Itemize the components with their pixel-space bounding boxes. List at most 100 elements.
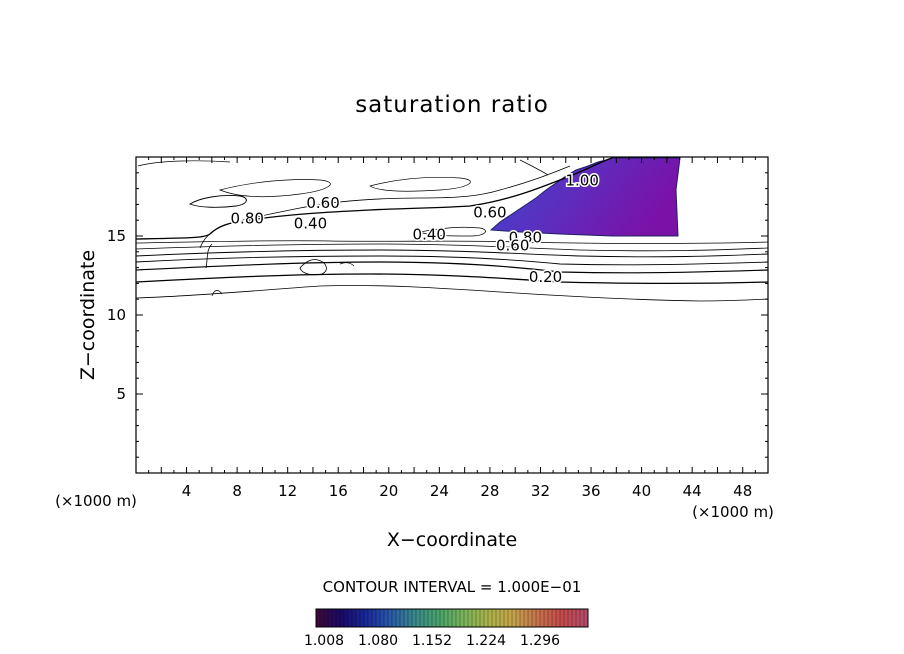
contour-labels: 0.800.600.400.400.600.800.600.201.00	[229, 170, 600, 287]
colorbar-swatch	[352, 609, 357, 627]
colorbar-swatch	[580, 609, 585, 627]
colorbar-swatch	[544, 609, 549, 627]
colorbar-swatch	[452, 609, 457, 627]
colorbar-swatch	[416, 609, 421, 627]
colorbar-swatch	[480, 609, 485, 627]
colorbar-swatch	[476, 609, 481, 627]
y-tick-label: 10	[107, 306, 126, 324]
colorbar-swatch	[328, 609, 333, 627]
contour-interval-text: CONTOUR INTERVAL = 1.000E−01	[323, 578, 582, 596]
y-tick-label: 5	[116, 385, 126, 403]
colorbar-swatch	[500, 609, 505, 627]
colorbar-swatch	[508, 609, 513, 627]
colorbar-swatch	[492, 609, 497, 627]
colorbar-swatch	[324, 609, 329, 627]
contour-label: 0.60	[306, 194, 339, 212]
colorbar-swatch	[356, 609, 361, 627]
colorbar-swatch	[380, 609, 385, 627]
y-axis-label: Z−coordinate	[77, 250, 99, 380]
y-ticks: 5 10 15	[107, 172, 768, 458]
colorbar-swatch	[584, 609, 589, 627]
colorbar-swatch	[448, 609, 453, 627]
contour-label: 0.60	[496, 236, 529, 254]
colorbar-swatch	[320, 609, 325, 627]
colorbar-swatch	[344, 609, 349, 627]
x-axis-label: X−coordinate	[387, 529, 517, 551]
x-tick-label: 24	[430, 482, 449, 500]
colorbar-swatch	[516, 609, 521, 627]
x-unit-label-left: (×1000 m)	[55, 492, 137, 510]
colorbar-swatch	[420, 609, 425, 627]
colorbar-tick-label: 1.080	[358, 633, 398, 649]
colorbar-tick-labels: 1.008 1.080 1.152 1.224 1.296	[304, 633, 560, 649]
colorbar-swatch	[556, 609, 561, 627]
x-ticks: 4 8 12 16 20 24 28 32 36 40 44 48	[148, 157, 756, 500]
colorbar-swatch	[316, 609, 321, 627]
contour-label: 0.40	[413, 225, 446, 243]
colorbar-swatch	[444, 609, 449, 627]
chart-title: saturation ratio	[355, 92, 549, 118]
colorbar-swatch	[548, 609, 553, 627]
colorbar-swatch	[464, 609, 469, 627]
colorbar-swatch	[512, 609, 517, 627]
colorbar-swatch	[396, 609, 401, 627]
colorbar-swatch	[552, 609, 557, 627]
contour-label: 0.80	[231, 210, 264, 228]
colorbar-tick-label: 1.296	[520, 633, 560, 649]
x-unit-label-right: (×1000 m)	[692, 503, 774, 521]
colorbar-swatch	[536, 609, 541, 627]
contour-label: 0.40	[294, 214, 327, 232]
colorbar-swatch	[400, 609, 405, 627]
colorbar-swatch	[560, 609, 565, 627]
colorbar-swatch	[384, 609, 389, 627]
colorbar-swatch	[336, 609, 341, 627]
contour-label: 0.20	[529, 268, 562, 286]
colorbar-tick-label: 1.224	[466, 633, 506, 649]
colorbar-swatch	[360, 609, 365, 627]
colorbar-tick-label: 1.008	[304, 633, 344, 649]
colorbar-swatch	[484, 609, 489, 627]
colorbar-swatch	[368, 609, 373, 627]
x-tick-label: 28	[480, 482, 499, 500]
contour-lines	[135, 157, 769, 302]
colorbar-swatch	[468, 609, 473, 627]
x-tick-label: 12	[278, 482, 297, 500]
colorbar-swatch	[572, 609, 577, 627]
colorbar-swatch	[568, 609, 573, 627]
colorbar-swatch	[532, 609, 537, 627]
colorbar-swatch	[340, 609, 345, 627]
colorbar-swatch	[404, 609, 409, 627]
colorbar-swatch	[488, 609, 493, 627]
colorbar-swatch	[376, 609, 381, 627]
colorbar-swatch	[472, 609, 477, 627]
colorbar-swatch	[412, 609, 417, 627]
contour-label: 0.60	[473, 203, 506, 221]
colorbar	[315, 608, 589, 628]
x-tick-label: 44	[683, 482, 702, 500]
shaded-region	[489, 157, 681, 237]
colorbar-swatch	[440, 609, 445, 627]
colorbar-swatch	[408, 609, 413, 627]
colorbar-swatch	[496, 609, 501, 627]
colorbar-swatch	[388, 609, 393, 627]
x-tick-label: 32	[531, 482, 550, 500]
colorbar-swatch	[576, 609, 581, 627]
colorbar-swatch	[524, 609, 529, 627]
colorbar-swatch	[332, 609, 337, 627]
colorbar-swatch	[528, 609, 533, 627]
colorbar-frame	[315, 608, 589, 628]
x-tick-label: 36	[581, 482, 600, 500]
colorbar-swatch	[456, 609, 461, 627]
x-tick-label: 40	[632, 482, 651, 500]
colorbar-swatch	[392, 609, 397, 627]
colorbar-swatch	[520, 609, 525, 627]
colorbar-swatch	[504, 609, 509, 627]
x-tick-label: 4	[182, 482, 192, 500]
x-tick-label: 20	[379, 482, 398, 500]
colorbar-swatch	[364, 609, 369, 627]
y-tick-label: 15	[107, 227, 126, 245]
x-tick-label: 8	[232, 482, 242, 500]
colorbar-swatch	[372, 609, 377, 627]
colorbar-swatch	[540, 609, 545, 627]
